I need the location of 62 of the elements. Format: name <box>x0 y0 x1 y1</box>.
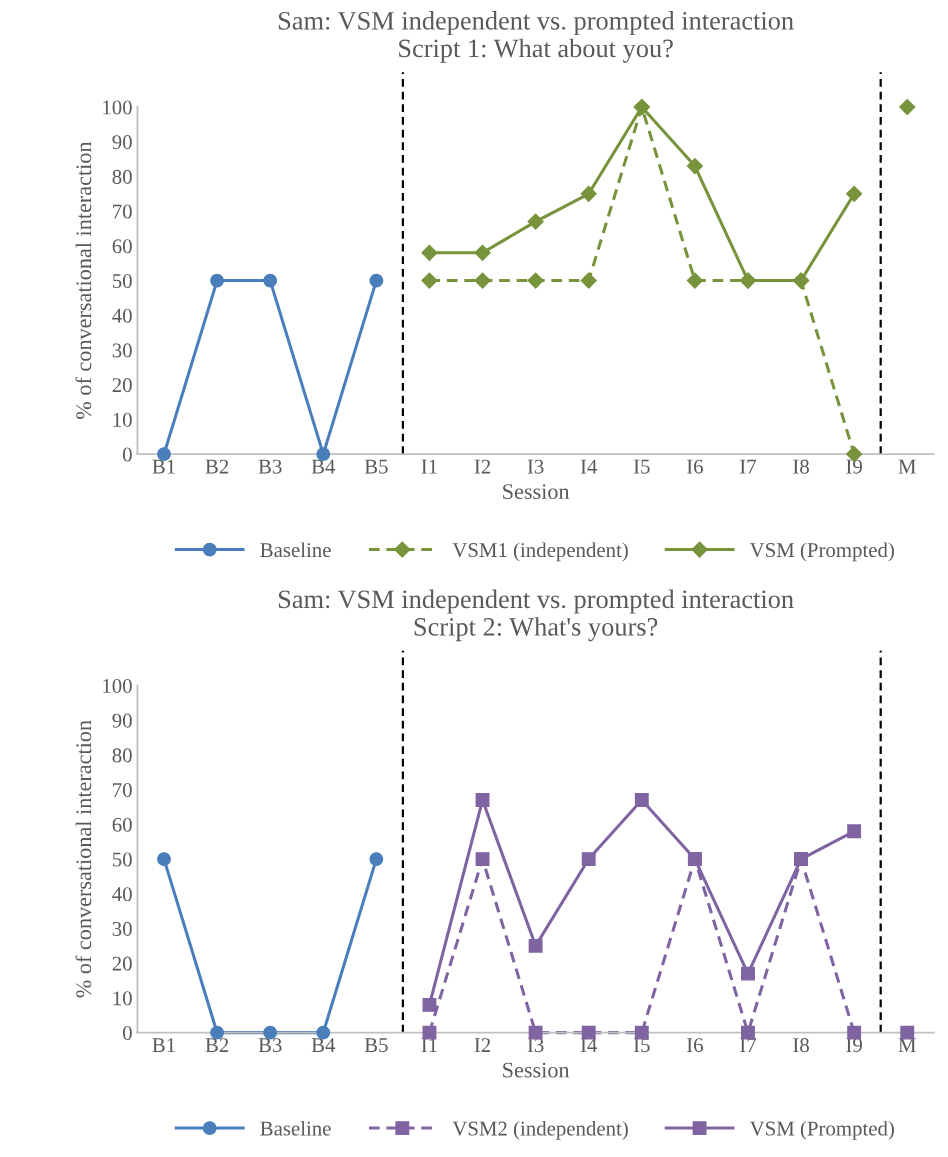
x-tick-label: I1 <box>421 459 437 474</box>
y-tick-label: 0 <box>122 447 132 462</box>
x-tick-label: B1 <box>152 459 175 474</box>
y-tick-label: 30 <box>112 921 132 936</box>
y-tick-label: 70 <box>113 204 132 219</box>
x-tick-label: I6 <box>686 1038 703 1053</box>
x-tick-label: I3 <box>527 1038 544 1053</box>
y-tick-label: 60 <box>112 817 132 832</box>
x-tick-label: B5 <box>364 1038 388 1053</box>
y-tick-label: 20 <box>112 956 132 971</box>
legend-label: Baseline <box>260 542 331 558</box>
y-tick-label: 20 <box>112 378 132 393</box>
y-tick-label: 50 <box>112 852 132 867</box>
legend-label: VSM1 (independent) <box>452 542 628 562</box>
x-tick-label: B3 <box>258 1038 282 1053</box>
y-tick-label: 0 <box>122 1026 132 1041</box>
y-tick-label: 100 <box>103 100 132 115</box>
y-tick-label: 90 <box>112 135 132 150</box>
y-tick-label: 100 <box>103 678 132 693</box>
legend-label: VSM2 (independent) <box>452 1120 628 1140</box>
x-tick-label: I9 <box>846 459 862 474</box>
x-tick-label: I4 <box>580 459 598 474</box>
x-tick-label: I1 <box>421 1038 437 1052</box>
legend-label: Baseline <box>260 1120 331 1136</box>
y-tick-label: 80 <box>112 169 132 184</box>
x-tick-label: I4 <box>580 1038 598 1052</box>
x-tick-label: I3 <box>527 459 544 474</box>
x-tick-label: I9 <box>846 1038 862 1053</box>
chart-title: Sam: VSM independent vs. prompted interaction Script 2: What's yours? <box>278 589 794 642</box>
legend-label: VSM (Prompted) <box>749 542 894 562</box>
legend-label: VSM (Prompted) <box>749 1120 894 1140</box>
y-tick-label: 30 <box>112 343 132 358</box>
x-tick-label: B4 <box>311 459 336 474</box>
x-tick-label: B4 <box>311 1038 336 1052</box>
x-tick-label: I2 <box>474 459 491 474</box>
y-tick-label: 80 <box>112 748 132 763</box>
y-tick-label: 90 <box>112 713 132 728</box>
x-tick-label: M <box>898 459 916 474</box>
x-tick-label: I5 <box>633 459 650 474</box>
chart-title: Sam: VSM independent vs. prompted interaction Script 1: What about you? <box>278 11 794 63</box>
x-axis-title: Session <box>503 484 570 500</box>
x-tick-label: I8 <box>793 1038 809 1053</box>
x-tick-label: B2 <box>205 459 229 474</box>
y-tick-label: 40 <box>112 308 132 323</box>
x-tick-label: I2 <box>474 1038 491 1052</box>
x-tick-label: I7 <box>740 459 757 474</box>
y-axis-title: % of conversational interaction <box>75 141 92 419</box>
x-axis-title: Session <box>503 1062 570 1078</box>
x-tick-label: B1 <box>152 1038 175 1052</box>
x-tick-label: M <box>898 1038 916 1052</box>
y-axis-title: % of conversational interaction <box>75 720 92 998</box>
y-tick-label: 10 <box>113 991 132 1006</box>
x-tick-label: I8 <box>793 459 809 474</box>
y-tick-label: 40 <box>112 887 132 902</box>
y-tick-label: 50 <box>112 273 132 289</box>
x-tick-label: B5 <box>364 459 388 474</box>
y-tick-label: 60 <box>112 239 132 254</box>
y-tick-label: 70 <box>113 783 132 798</box>
x-tick-label: I6 <box>686 459 703 474</box>
x-tick-label: B3 <box>258 459 282 474</box>
x-tick-label: B2 <box>205 1038 229 1052</box>
y-tick-label: 10 <box>113 412 132 427</box>
